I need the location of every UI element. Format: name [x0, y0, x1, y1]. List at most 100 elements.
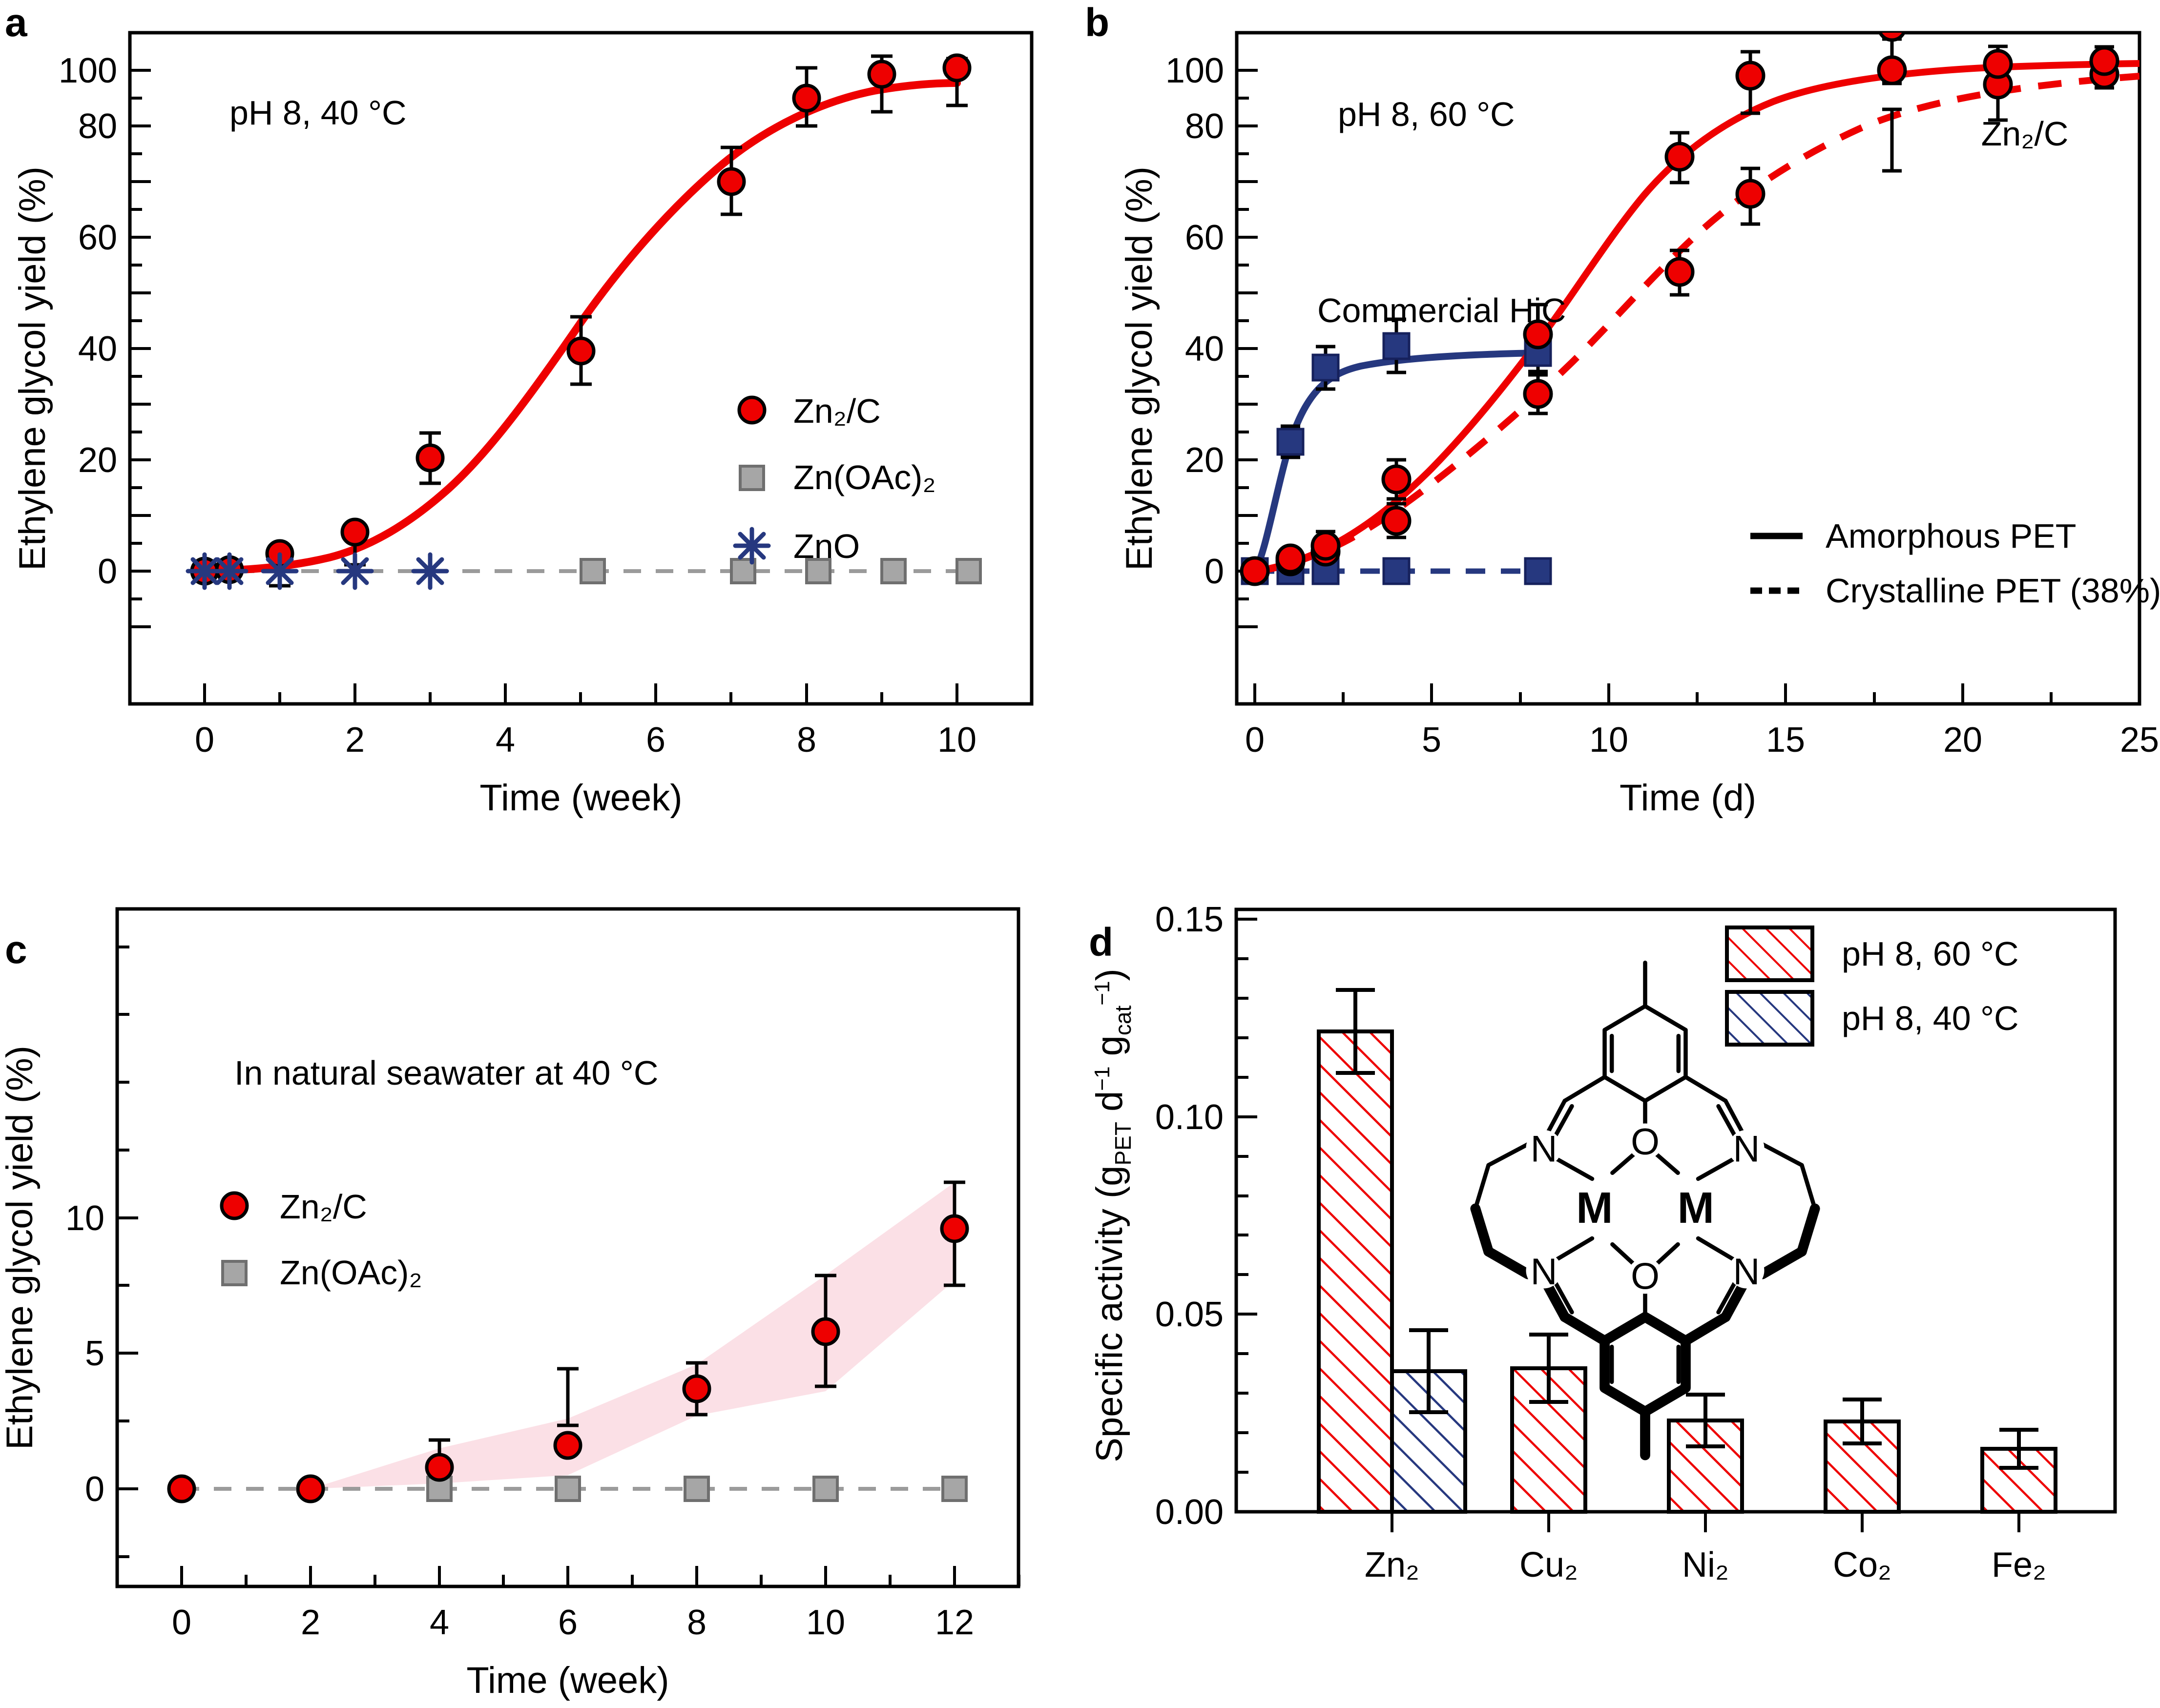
panel-b-label-zn2c: Zn₂/C	[1981, 115, 2069, 153]
svg-text:0: 0	[1205, 552, 1224, 591]
panel-b-plot-frame	[1235, 31, 2141, 706]
panel-b-legend-label-0: Amorphous PET	[1826, 517, 2077, 555]
panel-d-cat-2: Ni₂	[1682, 1545, 1729, 1585]
panel-b-x-ticks	[1253, 683, 2141, 704]
panel-c-legend: Zn₂/C Zn(OAc)₂	[220, 1188, 422, 1292]
legend-swatch-40c-icon	[1725, 990, 1814, 1047]
panel-d-cat-0: Zn₂	[1365, 1545, 1419, 1585]
inset-metal-right-label: M	[1678, 1183, 1714, 1233]
panel-d-error-bars	[1336, 988, 2038, 1470]
svg-text:0.15: 0.15	[1155, 900, 1224, 939]
panel-a-y-ticks	[130, 69, 151, 628]
panel-d-cat-3: Co₂	[1833, 1545, 1891, 1585]
svg-text:Specific activity (gPET d−1 gc: Specific activity (gPET d−1 gcat−1)	[1089, 968, 1136, 1462]
svg-text:0: 0	[98, 552, 117, 591]
svg-text:2: 2	[345, 720, 365, 760]
svg-text:0.00: 0.00	[1155, 1493, 1224, 1532]
panel-c-error-bars	[429, 1180, 965, 1466]
panel-c-x-minor-ticks	[116, 1575, 1020, 1586]
panel-a-chart: 0 20 40 60 80 100 0 2 4 6 8 10 Time (wee…	[12, 31, 1034, 819]
molecular-structure-inset: O O N N N N M M	[1470, 960, 1820, 1461]
inset-nitrogen-tl-label: N	[1531, 1129, 1558, 1170]
panel-c-uncertainty-band	[311, 1182, 955, 1489]
svg-text:10: 10	[1589, 720, 1628, 760]
panel-a: a	[0, 0, 1080, 854]
svg-text:100: 100	[59, 51, 117, 90]
svg-text:15: 15	[1766, 720, 1805, 760]
panel-b-series-zn2c-amorphous	[1240, 33, 2119, 586]
panel-c-x-tick-labels: 0 2 4 6 8 10 12	[172, 1603, 974, 1642]
svg-text:4: 4	[496, 720, 515, 760]
panel-c-legend-label-1: Zn(OAc)₂	[280, 1254, 422, 1292]
panel-a-y-axis-label: Ethylene glycol yield (%)	[12, 166, 53, 571]
inset-nitrogen-tr-label: N	[1733, 1129, 1760, 1170]
panel-a-x-tick-labels: 0 2 4 6 8 10	[195, 720, 976, 760]
panel-b-legend: Amorphous PET Crystalline PET (38%)	[1750, 517, 2160, 610]
panel-a-series-znoac2	[580, 558, 982, 584]
panel-a-x-axis-label: Time (week)	[479, 777, 682, 819]
panel-c-series-zn2c	[167, 1214, 969, 1503]
svg-text:0: 0	[172, 1603, 191, 1642]
panel-c-letter: c	[5, 927, 27, 972]
panel-d-y-tick-labels: 0.00 0.05 0.10 0.15	[1155, 900, 1224, 1532]
legend-marker-circle-icon	[220, 1191, 249, 1220]
panel-c-series-znoac2	[426, 1476, 968, 1502]
panel-c-x-axis-label: Time (week)	[466, 1660, 669, 1701]
svg-text:6: 6	[646, 720, 665, 760]
panel-d-x-tick-labels: Zn₂ Cu₂ Ni₂ Co₂ Fe₂	[1365, 1545, 2046, 1585]
svg-text:0.10: 0.10	[1155, 1098, 1224, 1137]
panel-a-legend: Zn₂/C Zn(OAc)₂ ZnO	[733, 392, 936, 565]
panel-d-cat-4: Fe₂	[1992, 1545, 2046, 1585]
panel-b-chart: 0 20 40 60 80 100 0 5 10 15 20 25 Time (…	[1119, 31, 2160, 819]
legend-marker-asterisk-icon	[733, 527, 771, 565]
panel-d: d	[1080, 854, 2160, 1708]
panel-d-y-axis-label: Specific activity (gPET d−1 gcat−1)	[1089, 968, 1136, 1462]
svg-text:2: 2	[301, 1603, 320, 1642]
panel-b-zn2c-crystalline-curve	[1254, 73, 2139, 575]
svg-text:10: 10	[937, 720, 976, 760]
panel-d-bar-zn2-60c	[1317, 1029, 1394, 1514]
svg-text:0: 0	[1245, 720, 1265, 760]
panel-c-y-minor-ticks	[117, 946, 129, 1558]
panel-c: c	[0, 854, 1080, 1708]
panel-c-y-ticks	[117, 1216, 138, 1490]
svg-text:60: 60	[78, 218, 117, 257]
panel-b-letter: b	[1085, 0, 1110, 45]
svg-text:8: 8	[687, 1603, 706, 1642]
panel-b-y-tick-labels: 0 20 40 60 80 100	[1165, 51, 1224, 591]
svg-text:20: 20	[78, 441, 117, 480]
svg-text:80: 80	[78, 107, 117, 146]
panel-a-x-ticks	[203, 683, 958, 704]
svg-text:0.05: 0.05	[1155, 1295, 1224, 1334]
legend-marker-square-icon	[739, 465, 765, 491]
svg-text:60: 60	[1185, 218, 1224, 257]
panel-b-y-axis-label: Ethylene glycol yield (%)	[1119, 166, 1160, 571]
panel-b-label-commercial-hic: Commercial HiC	[1317, 291, 1566, 329]
svg-text:20: 20	[1185, 441, 1224, 480]
panel-a-x-minor-ticks	[128, 692, 1033, 704]
panel-c-legend-label-0: Zn₂/C	[280, 1188, 367, 1226]
panel-a-series-zno	[186, 552, 449, 590]
svg-text:10: 10	[65, 1199, 104, 1238]
panel-d-cat-1: Cu₂	[1519, 1545, 1578, 1585]
panel-c-chart: 0 5 10 0 2 4 6 8 10 12 Time (week) Ethyl…	[0, 907, 1020, 1701]
svg-text:8: 8	[797, 720, 816, 760]
panel-b-x-axis-label: Time (d)	[1620, 777, 1756, 819]
panel-a-y-tick-labels: 0 20 40 60 80 100	[59, 51, 117, 591]
svg-text:40: 40	[1185, 329, 1224, 369]
panel-d-y-ticks	[1236, 918, 1257, 1513]
inset-metal-left-label: M	[1576, 1183, 1613, 1233]
panel-b-annotation: pH 8, 60 °C	[1338, 95, 1515, 133]
svg-text:12: 12	[935, 1603, 974, 1642]
panel-b-legend-label-1: Crystalline PET (38%)	[1826, 572, 2160, 610]
svg-text:5: 5	[85, 1334, 104, 1373]
panel-d-legend-label-0: pH 8, 60 °C	[1842, 935, 2019, 973]
panel-d-legend-label-1: pH 8, 40 °C	[1842, 999, 2019, 1037]
inset-oxygen-top-label: O	[1631, 1122, 1660, 1163]
panel-b-x-tick-labels: 0 5 10 15 20 25	[1245, 720, 2159, 760]
panel-a-legend-label-1: Zn(OAc)₂	[793, 458, 936, 496]
svg-text:100: 100	[1165, 51, 1224, 90]
panel-b-y-minor-ticks	[1237, 97, 1249, 600]
svg-text:20: 20	[1943, 720, 1982, 760]
legend-marker-circle-icon	[737, 395, 767, 425]
